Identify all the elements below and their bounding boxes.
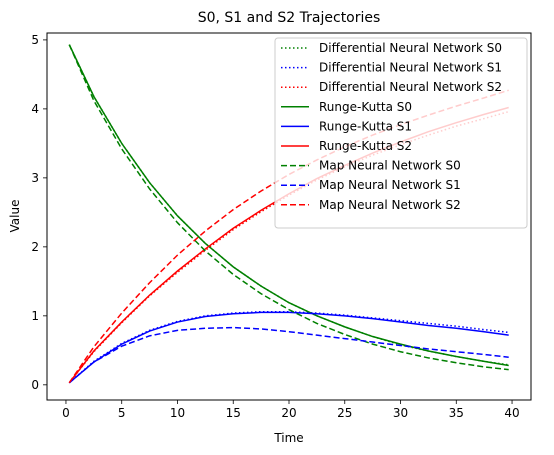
legend-label: Map Neural Network S0 [319, 159, 461, 173]
legend-label: Runge-Kutta S2 [319, 139, 412, 153]
legend-label: Runge-Kutta S0 [319, 100, 412, 114]
legend: Differential Neural Network S0 Differenti… [274, 37, 528, 229]
y-axis-title: Value [8, 200, 22, 233]
legend-box [274, 37, 528, 229]
y-tick-label: 1 [31, 309, 39, 323]
legend-label: Runge-Kutta S1 [319, 119, 412, 133]
x-axis-title: Time [273, 431, 303, 445]
y-tick-label: 3 [31, 171, 39, 185]
legend-label: Differential Neural Network S1 [319, 61, 502, 75]
x-tick-label: 30 [393, 406, 408, 420]
series-line-7 [68, 326, 509, 384]
x-tick-label: 15 [226, 406, 241, 420]
series-line-4 [68, 311, 509, 384]
x-tick-label: 10 [170, 406, 185, 420]
x-tick-label: 35 [449, 406, 464, 420]
legend-entries: Differential Neural Network S0 Differenti… [281, 41, 502, 212]
legend-label: Map Neural Network S1 [319, 178, 461, 192]
legend-label: Map Neural Network S2 [319, 198, 461, 212]
x-tick-label: 40 [504, 406, 519, 420]
y-tick-label: 4 [31, 102, 39, 116]
x-tick-label: 20 [281, 406, 296, 420]
y-tick-label: 2 [31, 240, 39, 254]
ticks-layer: 0 5 10 15 20 25 30 35 40 0 1 2 3 4 5 [31, 33, 519, 420]
series-line-3 [68, 44, 509, 367]
legend-label: Differential Neural Network S2 [319, 80, 502, 94]
x-tick-label: 0 [62, 406, 70, 420]
series-line-6 [68, 44, 509, 371]
x-tick-label: 5 [118, 406, 126, 420]
legend-label: Differential Neural Network S0 [319, 41, 502, 55]
chart-title: S0, S1 and S2 Trajectories [198, 10, 381, 26]
y-tick-label: 0 [31, 378, 39, 392]
x-tick-label: 25 [337, 406, 352, 420]
series-line-1 [68, 310, 509, 384]
y-tick-label: 5 [31, 33, 39, 47]
